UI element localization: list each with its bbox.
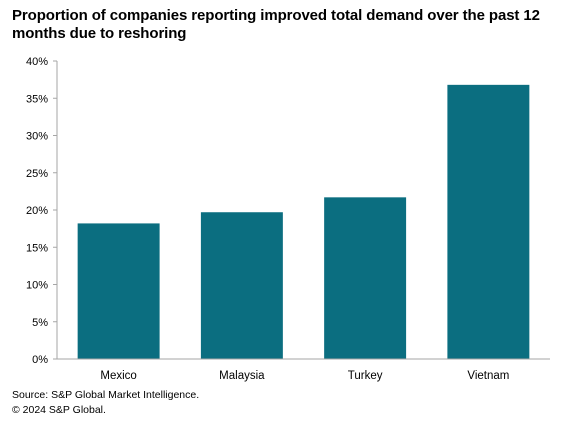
y-tick-label: 20% bbox=[26, 205, 48, 217]
y-tick-label: 0% bbox=[32, 354, 48, 366]
y-tick-label: 35% bbox=[26, 93, 48, 105]
bar-vietnam bbox=[447, 84, 530, 359]
x-tick-label: Turkey bbox=[348, 370, 383, 382]
y-tick-label: 40% bbox=[26, 56, 48, 68]
x-tick-label: Mexico bbox=[100, 370, 136, 382]
bar-turkey bbox=[324, 197, 407, 359]
y-tick-label: 30% bbox=[26, 131, 48, 143]
bar-mexico bbox=[77, 223, 160, 359]
y-tick-label: 5% bbox=[32, 317, 48, 329]
copyright-note: © 2024 S&P Global. bbox=[12, 404, 106, 416]
x-tick-label: Malaysia bbox=[219, 370, 265, 382]
source-note: Source: S&P Global Market Intelligence. bbox=[12, 389, 200, 401]
chart-title: Proportion of companies reporting improv… bbox=[12, 7, 540, 42]
y-tick-label: 10% bbox=[26, 280, 48, 292]
y-tick-label: 25% bbox=[26, 168, 48, 180]
bar-malaysia bbox=[200, 212, 283, 359]
y-tick-label: 15% bbox=[26, 242, 48, 254]
x-tick-label: Vietnam bbox=[467, 370, 509, 382]
